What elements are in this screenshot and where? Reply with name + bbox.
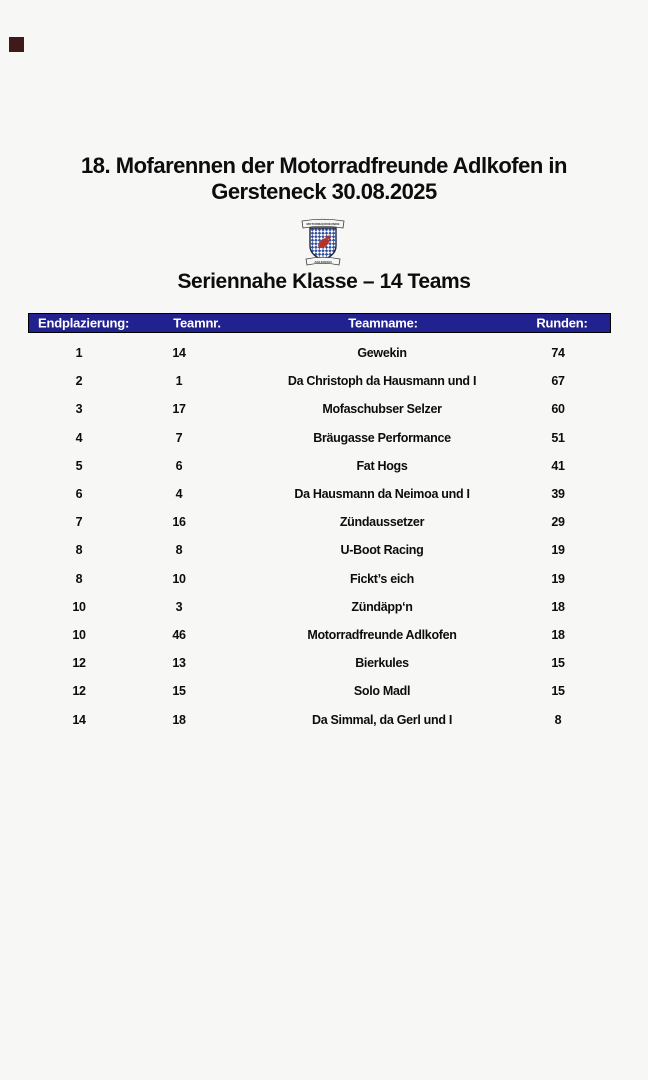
team-name-cell: Mofaschubser Selzer [322, 402, 442, 417]
laps-cell: 18 [551, 599, 565, 614]
table-row: 6 4 Da Hausmann da Neimoa und I 39 [28, 480, 611, 508]
event-title-line-1: 18. Mofarennen der Motorradfreunde Adlko… [81, 153, 567, 178]
place-cell: 12 [72, 684, 86, 699]
table-row: 2 1 Da Christoph da Hausmann und I 67 [28, 367, 611, 395]
team-number-cell: 6 [175, 458, 183, 473]
place-cell: 5 [75, 458, 83, 473]
club-crest-icon: MOTORRADFREUNDE ADLKOFEN [301, 218, 345, 266]
results-table: Endplazierung: Teamnr. Teamname: Runden:… [28, 313, 611, 727]
place-cell: 10 [72, 627, 86, 642]
table-row: 8 8 U-Boot Racing 19 [28, 536, 611, 564]
place-cell: 8 [75, 571, 83, 586]
team-number-cell: 3 [175, 599, 183, 614]
table-row: 1 14 Gewekin 74 [28, 339, 611, 367]
col-header-team-name: Teamname: [348, 315, 418, 331]
place-cell: 1 [75, 346, 83, 361]
logo-top-banner-text: MOTORRADFREUNDE [306, 222, 339, 226]
place-cell: 4 [75, 430, 83, 445]
corner-marker [9, 37, 24, 52]
team-number-cell: 8 [175, 543, 183, 558]
table-row: 5 6 Fat Hogs 41 [28, 452, 611, 480]
team-name-cell: Bräugasse Performance [313, 430, 451, 445]
event-title: 18. Mofarennen der Motorradfreunde Adlko… [0, 153, 648, 205]
team-number-cell: 13 [172, 656, 186, 671]
laps-cell: 41 [551, 458, 565, 473]
team-name-cell: Da Hausmann da Neimoa und I [294, 487, 470, 502]
rider-head-icon [326, 235, 331, 240]
table-row: 3 17 Mofaschubser Selzer 60 [28, 395, 611, 423]
table-row: 4 7 Bräugasse Performance 51 [28, 424, 611, 452]
team-name-cell: Bierkules [355, 656, 409, 671]
laps-cell: 18 [551, 627, 565, 642]
team-number-cell: 15 [172, 684, 186, 699]
team-name-cell: Solo Madl [353, 684, 411, 699]
table-row: 7 16 Zündaussetzer 29 [28, 508, 611, 536]
col-header-team-nr: Teamnr. [173, 315, 221, 331]
place-cell: 2 [75, 374, 83, 389]
team-number-cell: 1 [175, 374, 183, 389]
table-row: 12 15 Solo Madl 15 [28, 677, 611, 705]
top-banner-ribbon [301, 218, 345, 229]
laps-cell: 15 [551, 684, 565, 699]
team-number-cell: 16 [172, 515, 186, 530]
bottom-banner-ribbon [305, 256, 341, 266]
rider-icon [318, 238, 330, 248]
team-name-cell: U-Boot Racing [340, 543, 424, 558]
laps-cell: 19 [551, 543, 565, 558]
team-name-cell: Gewekin [357, 346, 407, 361]
table-row: 10 46 Motorradfreunde Adlkofen 18 [28, 621, 611, 649]
place-cell: 12 [72, 656, 86, 671]
place-cell: 7 [75, 515, 83, 530]
team-number-cell: 4 [175, 487, 183, 502]
laps-cell: 19 [551, 571, 565, 586]
laps-cell: 67 [551, 374, 565, 389]
table-row: 14 18 Da Simmal, da Gerl und I 8 [28, 705, 611, 733]
team-number-cell: 7 [175, 430, 183, 445]
logo-bottom-banner-text: ADLKOFEN [314, 260, 332, 264]
col-header-laps: Runden: [536, 315, 588, 331]
laps-cell: 8 [554, 712, 562, 727]
team-name-cell: Zündäpp‘n [351, 599, 413, 614]
laps-cell: 29 [551, 515, 565, 530]
laps-cell: 39 [551, 487, 565, 502]
col-header-place: Endplazierung: [38, 315, 130, 331]
class-subtitle: Seriennahe Klasse – 14 Teams [177, 270, 471, 293]
team-name-cell: Motorradfreunde Adlkofen [307, 627, 457, 642]
place-cell: 10 [72, 599, 86, 614]
laps-cell: 15 [551, 656, 565, 671]
team-name-cell: Fickt’s eich [349, 571, 415, 586]
team-name-cell: Da Simmal, da Gerl und I [311, 712, 453, 727]
laps-cell: 51 [551, 430, 565, 445]
place-cell: 6 [75, 487, 83, 502]
team-number-cell: 18 [172, 712, 186, 727]
team-number-cell: 17 [172, 402, 186, 417]
table-row: 10 3 Zündäpp‘n 18 [28, 593, 611, 621]
event-title-line-2: Gersteneck 30.08.2025 [211, 179, 437, 204]
team-name-cell: Zündaussetzer [339, 515, 425, 530]
team-number-cell: 46 [172, 627, 186, 642]
results-table-body: 1 14 Gewekin 74 2 1 Da Christoph da Haus… [28, 339, 611, 734]
place-cell: 14 [72, 712, 86, 727]
table-header-row: Endplazierung: Teamnr. Teamname: Runden: [28, 313, 611, 333]
place-cell: 3 [75, 402, 83, 417]
team-number-cell: 14 [172, 346, 186, 361]
team-name-cell: Da Christoph da Hausmann und I [287, 374, 477, 389]
table-row: 8 10 Fickt’s eich 19 [28, 565, 611, 593]
team-number-cell: 10 [172, 571, 186, 586]
place-cell: 8 [75, 543, 83, 558]
laps-cell: 60 [551, 402, 565, 417]
laps-cell: 74 [551, 346, 565, 361]
table-row: 12 13 Bierkules 15 [28, 649, 611, 677]
club-logo: MOTORRADFREUNDE ADLKOFEN [298, 217, 348, 267]
team-name-cell: Fat Hogs [356, 458, 408, 473]
